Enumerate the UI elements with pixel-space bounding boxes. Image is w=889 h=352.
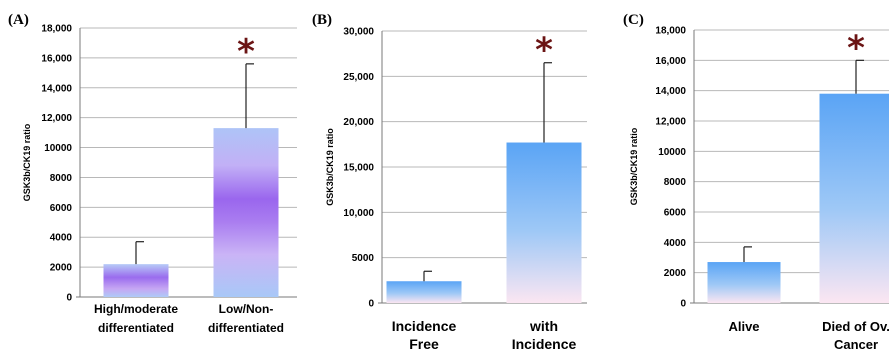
y-tick-label: 5000 [352, 253, 375, 264]
y-tick-label: 14,000 [41, 83, 72, 94]
x-category-label: High/moderate [94, 302, 178, 316]
y-tick-label: 25,000 [343, 72, 374, 83]
x-category-label: with [529, 318, 558, 334]
y-tick-label: 14,000 [655, 86, 686, 97]
y-tick-label: 2000 [50, 263, 73, 274]
y-tick-label: 0 [368, 299, 374, 310]
panel-c: (C) 0 2000 4000 6000 8000 10000 12,000 14,000 16,… [623, 12, 889, 352]
y-tick-label: 0 [66, 293, 72, 304]
y-tick-label: 4000 [664, 238, 687, 249]
panel-letter: (C) [623, 12, 644, 28]
y-axis-label: GSK3b/CK19 ratio [22, 123, 32, 201]
y-tick-label: 12,000 [41, 113, 72, 124]
x-category-label: Alive [728, 319, 759, 334]
panel-b: (B) 0 5000 10,000 15,000 20,000 25,000 30,000 GS… [312, 12, 587, 352]
y-tick-label: 8000 [50, 173, 73, 184]
y-tick-label: 6000 [50, 203, 73, 214]
panel-letter: (B) [312, 12, 332, 28]
y-tick-label: 8000 [664, 177, 687, 188]
y-tick-label: 16,000 [41, 53, 72, 64]
y-tick-label: 30,000 [343, 27, 374, 38]
x-category-label: differentiated [98, 321, 174, 335]
y-tick-label: 18,000 [41, 24, 72, 35]
x-category-label: Cancer [834, 337, 878, 352]
bar [506, 142, 582, 303]
bar [819, 93, 889, 303]
bar [213, 128, 279, 297]
panel-a: (A) 0 2000 4000 6000 8000 10000 12,000 14,000 16,… [8, 12, 297, 335]
x-category-label: Incidence [512, 336, 577, 352]
y-tick-label: 18,000 [655, 26, 686, 37]
significance-star: * [237, 32, 255, 72]
y-tick-label: 10000 [44, 143, 72, 154]
x-category-label: Incidence [392, 318, 457, 334]
y-tick-label: 15,000 [343, 163, 374, 174]
y-tick-label: 2000 [664, 268, 687, 279]
y-tick-label: 20,000 [343, 117, 374, 128]
bar [707, 262, 781, 303]
y-tick-label: 10,000 [343, 208, 374, 219]
y-tick-label: 12,000 [655, 117, 686, 128]
significance-star: * [847, 28, 865, 68]
bar [103, 264, 169, 297]
y-axis-label: GSK3b/CK19 ratio [629, 127, 639, 205]
x-category-label: Free [409, 336, 439, 352]
x-category-label: differentiated [208, 321, 284, 335]
x-category-label: Low/Non- [219, 302, 274, 316]
y-axis-label: GSK3b/CK19 ratio [325, 128, 335, 206]
y-tick-label: 16,000 [655, 56, 686, 67]
y-tick-label: 10000 [658, 147, 686, 158]
y-tick-label: 0 [680, 299, 686, 310]
x-category-label: Died of Ov. [822, 319, 889, 334]
panel-letter: (A) [8, 12, 29, 28]
significance-star: * [535, 31, 553, 71]
bar [386, 281, 462, 303]
y-tick-label: 6000 [664, 208, 687, 219]
y-tick-label: 4000 [50, 233, 73, 244]
